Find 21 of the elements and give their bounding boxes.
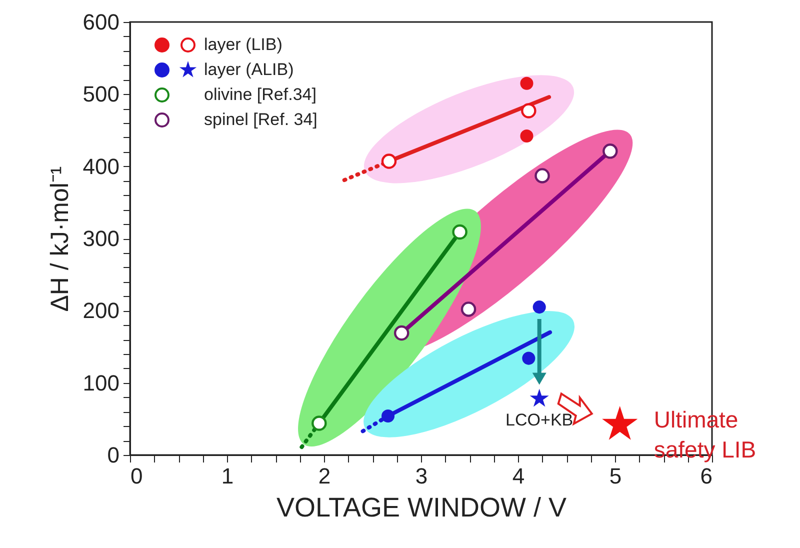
y-axis-title: ΔH / kJ·mol⁻¹ [46,166,74,312]
legend-label: layer (ALIB) [204,59,294,81]
y-tick-label: 200 [82,298,120,324]
y-tick-label: 500 [82,82,120,107]
y-tick-label: 600 [82,10,120,34]
legend-label: layer (LIB) [204,34,282,56]
x-axis-title: VOLTAGE WINDOW / V [276,492,567,522]
legend-label: olivine [Ref.34] [204,84,316,106]
x-tick-label: 5 [609,464,622,488]
x-tick-label: 3 [415,464,428,488]
x-tick-label: 4 [512,464,525,488]
x-tick-label: 0 [130,464,143,488]
x-tick-label: 1 [221,464,234,488]
y-tick-label: 400 [82,154,120,179]
y-tick-label: 0 [107,442,120,468]
x-tick-label: 2 [318,464,331,488]
y-tick-label: 100 [82,370,120,396]
annotation: LCO+KB [506,410,574,430]
y-tick-label: 300 [82,226,120,251]
x-tick-label: 6 [700,464,712,488]
legend-label: spinel [Ref. 34] [204,109,318,131]
